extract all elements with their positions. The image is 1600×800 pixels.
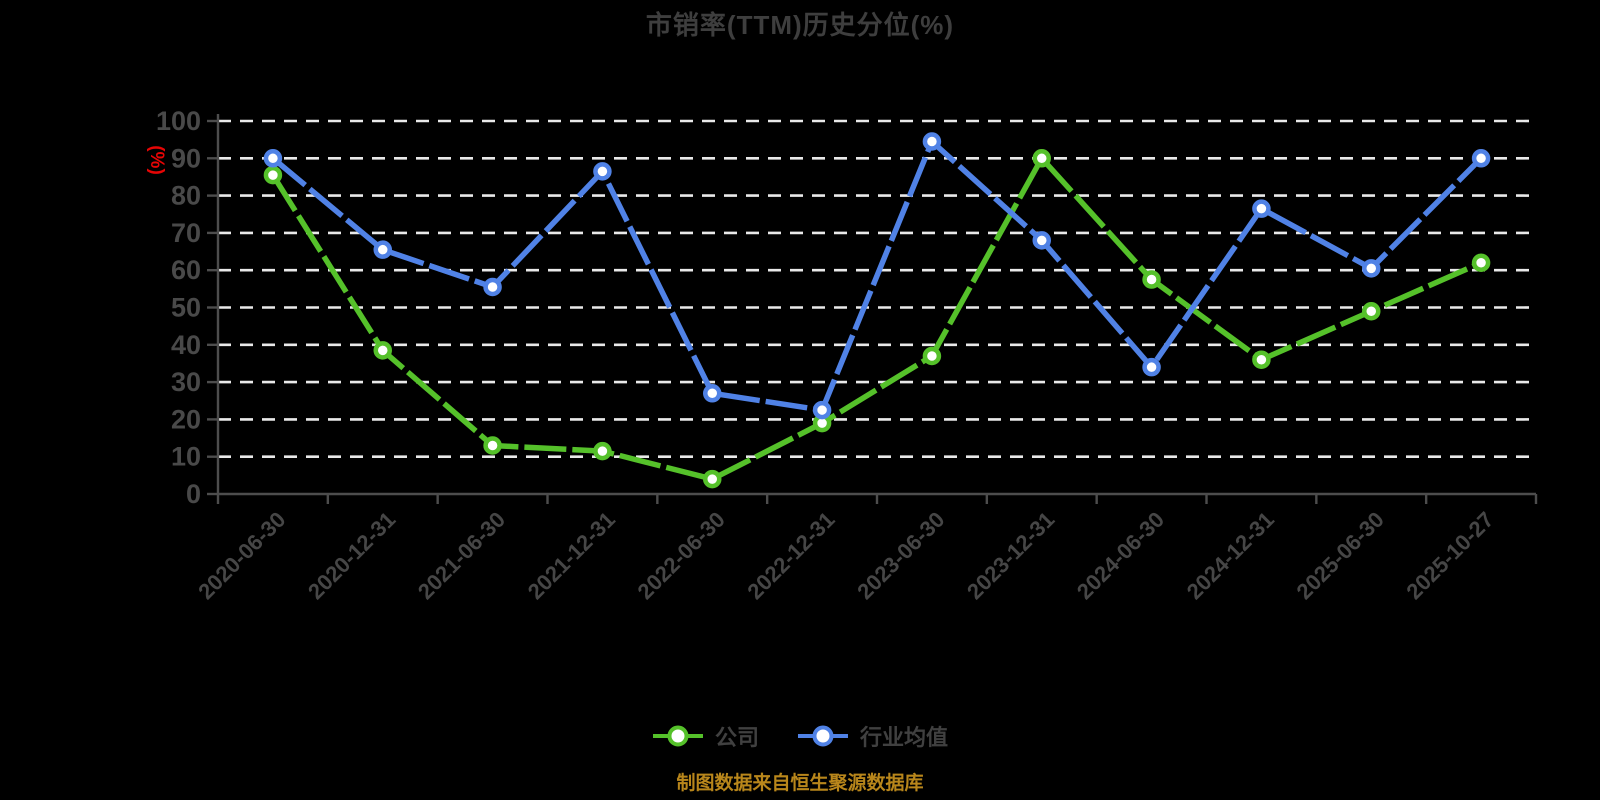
svg-text:70: 70 — [171, 218, 201, 248]
svg-text:90: 90 — [171, 143, 201, 173]
svg-text:20: 20 — [171, 404, 201, 434]
svg-text:2023-06-30: 2023-06-30 — [852, 507, 949, 604]
company-legend-marker-icon — [652, 725, 703, 747]
series-1-point-2 — [483, 277, 502, 297]
series-0-point-11 — [1471, 253, 1491, 272]
series-1-point-10 — [1362, 259, 1381, 278]
svg-text:2020-12-31: 2020-12-31 — [303, 507, 400, 604]
series-1-point-1 — [373, 240, 392, 259]
series-0-point-6 — [922, 346, 942, 366]
industry-average-legend-marker-icon — [798, 725, 848, 747]
series-1-point-8 — [1142, 357, 1161, 377]
y-axis-labels: 0 10 20 30 40 50 60 70 80 90 100 — [156, 106, 201, 509]
series-1-point-3 — [593, 162, 612, 181]
svg-text:2023-12-31: 2023-12-31 — [962, 507, 1059, 604]
legend-item-company[interactable]: 公司 — [652, 720, 759, 752]
data-source-note: 制图数据来自恒生聚源数据库 — [676, 773, 924, 794]
svg-text:2021-06-30: 2021-06-30 — [413, 507, 510, 604]
svg-text:60: 60 — [171, 255, 201, 285]
series-0-line — [263, 149, 1491, 489]
series-0-point-4 — [703, 469, 722, 489]
series-1-point-11 — [1471, 149, 1491, 168]
x-axis-labels: 2020-06-30 2020-12-31 2021-06-30 2021-12-31… — [193, 507, 1498, 604]
svg-text:2024-06-30: 2024-06-30 — [1072, 507, 1169, 604]
legend-item-industry-average[interactable]: 行业均值 — [797, 720, 948, 752]
svg-text:50: 50 — [171, 293, 201, 323]
svg-text:2024-12-31: 2024-12-31 — [1182, 507, 1279, 604]
series-0-point-7 — [1032, 149, 1051, 168]
svg-text:2025-10-27: 2025-10-27 — [1401, 507, 1498, 604]
series-0-point-9 — [1252, 350, 1271, 369]
svg-text:2025-06-30: 2025-06-30 — [1292, 507, 1389, 604]
series-0-point-2 — [483, 436, 502, 455]
series-1-point-9 — [1252, 199, 1271, 218]
axes — [207, 114, 1538, 504]
series-0-point-3 — [593, 441, 612, 461]
legend-label-industry-average: 行业均值 — [860, 725, 949, 750]
svg-text:2022-06-30: 2022-06-30 — [633, 507, 730, 604]
svg-text:80: 80 — [171, 181, 201, 211]
series-0-point-1 — [373, 341, 392, 360]
series-0-point-10 — [1362, 301, 1381, 321]
legend-label-company: 公司 — [714, 725, 759, 750]
series-1-point-5 — [812, 400, 832, 420]
legend: 公司 行业均值 — [652, 720, 948, 752]
series-1-point-6 — [922, 132, 942, 151]
gridlines — [218, 119, 1536, 459]
svg-text:2022-12-31: 2022-12-31 — [742, 507, 839, 604]
series-1-point-7 — [1032, 231, 1051, 250]
series-1-line — [263, 132, 1491, 420]
svg-text:2021-12-31: 2021-12-31 — [523, 507, 620, 604]
svg-text:10: 10 — [171, 442, 201, 472]
svg-text:2020-06-30: 2020-06-30 — [193, 507, 290, 604]
svg-text:40: 40 — [171, 330, 201, 360]
series-0-point-0 — [263, 165, 283, 185]
series-1-point-4 — [703, 384, 722, 403]
series-0-point-8 — [1142, 270, 1161, 289]
svg-text:30: 30 — [171, 367, 201, 397]
series-1-point-0 — [263, 149, 283, 168]
chart-title: 市销率(TTM)历史分位(%) — [645, 10, 955, 40]
svg-text:100: 100 — [156, 106, 201, 136]
svg-text:0: 0 — [186, 479, 201, 509]
